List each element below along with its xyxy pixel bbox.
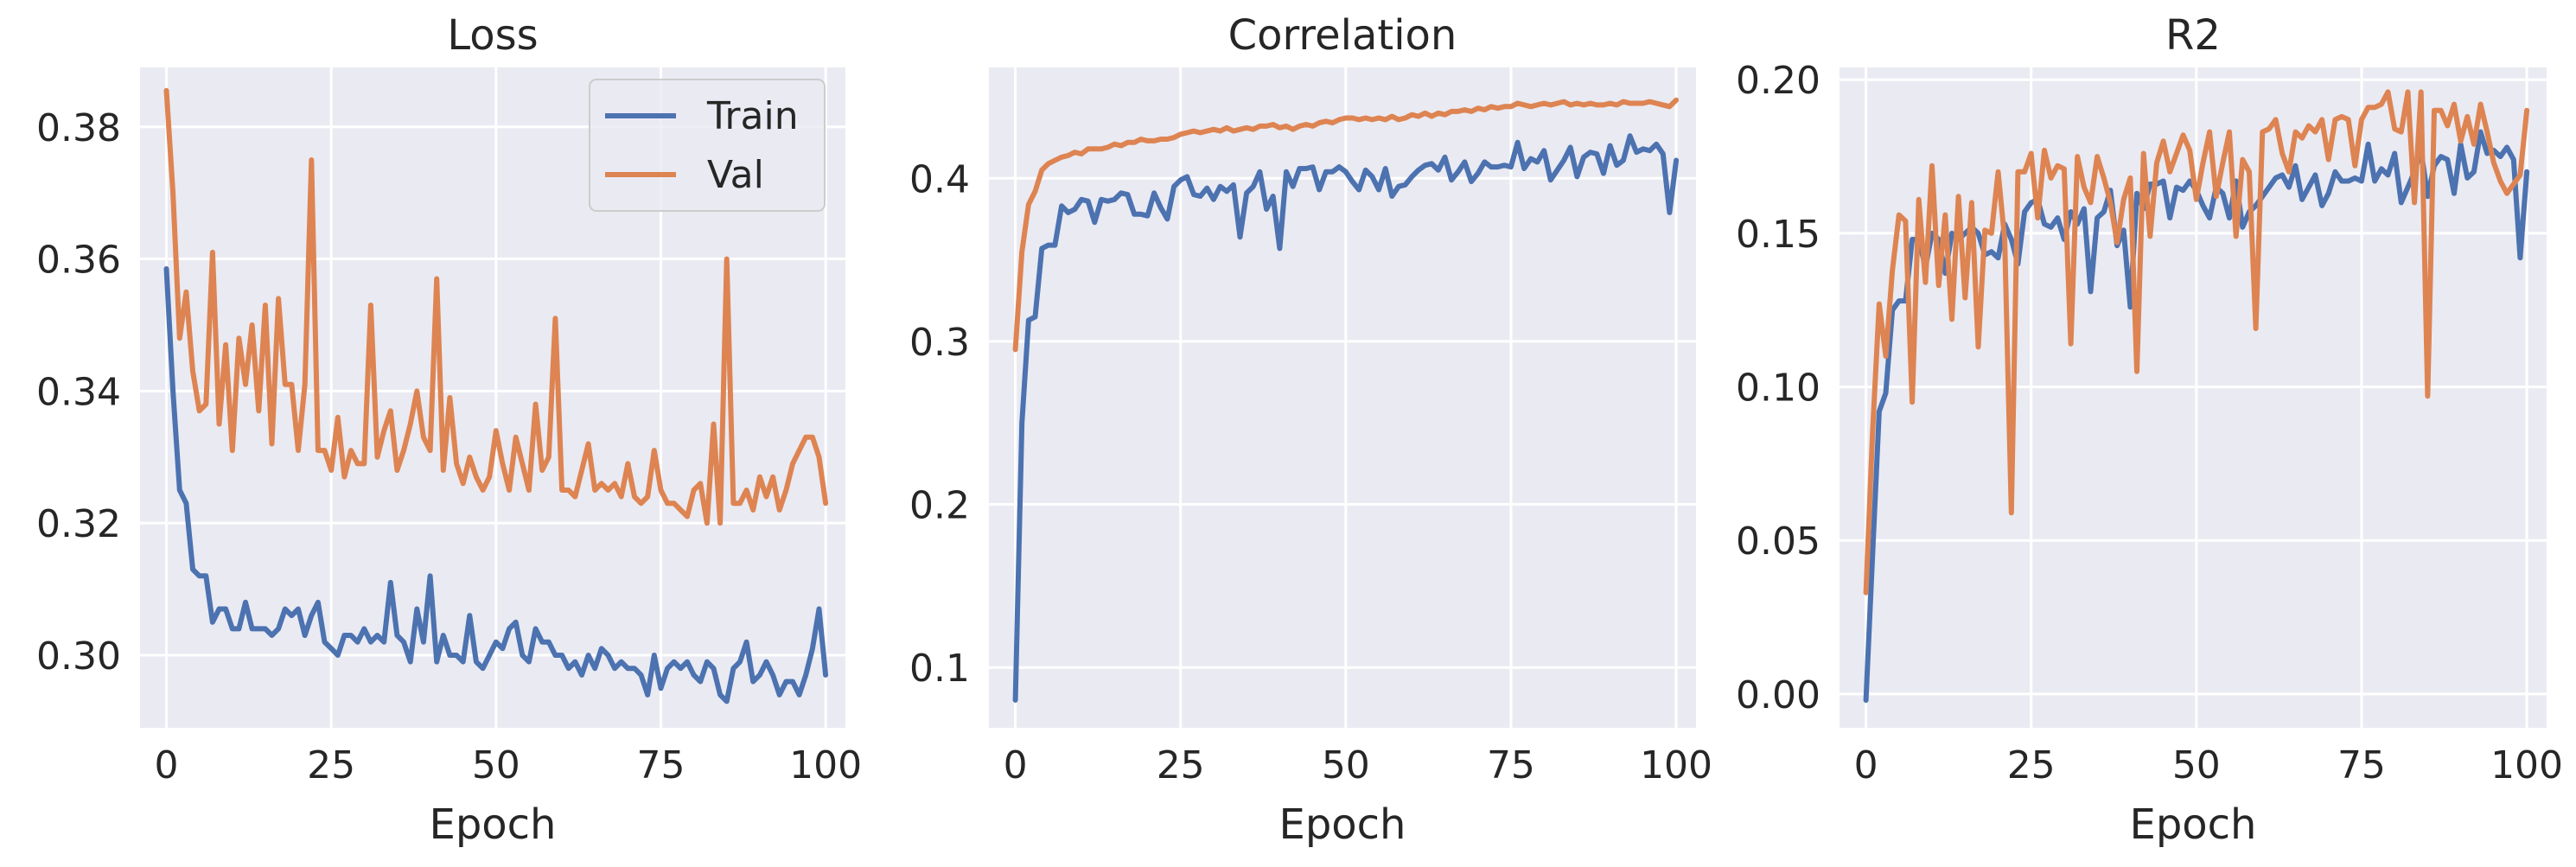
x-axis-label: Epoch xyxy=(1279,800,1406,849)
x-tick-label: 75 xyxy=(1487,743,1535,787)
x-tick-label: 100 xyxy=(789,743,862,787)
chart-panel-0: 0 25 50 75 100 0.30 0.32 0.34 0.36 0.38 Loss Epoch T… xyxy=(36,11,862,849)
series-line-train xyxy=(1012,133,1680,703)
y-tick-label: 0.20 xyxy=(1736,59,1820,103)
y-tick-label: 0.34 xyxy=(36,370,121,414)
x-tick-label: 50 xyxy=(2172,743,2221,787)
series-line-val xyxy=(1863,89,2530,596)
x-axis-label: Epoch xyxy=(2130,800,2257,849)
y-tick-label: 0.4 xyxy=(909,157,970,201)
chart-panel-1: 0 25 50 75 100 0.1 0.2 0.3 0.4 Correlation Epoch xyxy=(909,11,1712,849)
x-tick-label: 0 xyxy=(1854,743,1878,787)
y-tick-label: 0.36 xyxy=(36,239,121,283)
y-tick-label: 0.38 xyxy=(36,106,121,150)
y-tick-label: 0.2 xyxy=(909,484,970,528)
series-line-train xyxy=(163,266,829,704)
x-tick-label: 25 xyxy=(307,743,355,787)
x-tick-label: 25 xyxy=(1157,743,1205,787)
x-tick-label: 25 xyxy=(2007,743,2056,787)
y-tick-label: 0.30 xyxy=(36,634,121,679)
y-tick-label: 0.15 xyxy=(1736,213,1820,257)
chart-title: Correlation xyxy=(1228,11,1457,60)
x-tick-label: 0 xyxy=(1004,743,1028,787)
x-tick-label: 75 xyxy=(636,743,685,787)
series-line-val xyxy=(163,87,829,526)
legend-box xyxy=(589,79,826,212)
y-tick-label: 0.00 xyxy=(1736,673,1820,717)
chart-title: R2 xyxy=(2165,11,2221,60)
y-tick-label: 0.10 xyxy=(1736,367,1820,411)
legend-entry-val: Val xyxy=(707,153,764,197)
y-tick-label: 0.1 xyxy=(909,647,970,691)
x-tick-label: 75 xyxy=(2337,743,2386,787)
x-tick-label: 100 xyxy=(1640,743,1712,787)
y-tick-label: 0.05 xyxy=(1736,520,1820,564)
x-tick-label: 50 xyxy=(472,743,520,787)
x-tick-label: 50 xyxy=(1322,743,1370,787)
x-tick-label: 0 xyxy=(155,743,179,787)
y-tick-label: 0.3 xyxy=(909,321,970,365)
x-tick-label: 100 xyxy=(2490,743,2563,787)
chart-title: Loss xyxy=(447,11,538,60)
series-line-val xyxy=(1012,97,1680,353)
x-axis-label: Epoch xyxy=(430,800,557,849)
legend: Train Val xyxy=(589,79,826,212)
y-tick-label: 0.32 xyxy=(36,502,121,546)
chart-panel-2: 0 25 50 75 100 0.00 0.05 0.10 0.15 0.20 R2 Epoch xyxy=(1736,11,2563,849)
legend-entry-train: Train xyxy=(706,94,799,138)
